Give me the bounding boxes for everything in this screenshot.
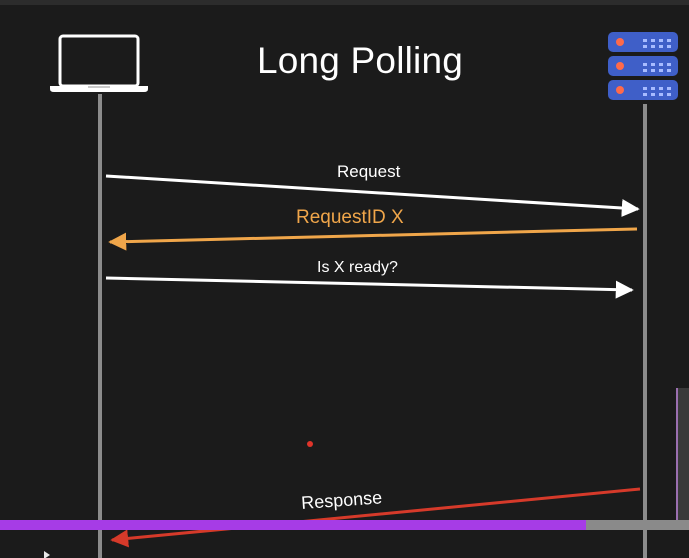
request-id-label: RequestID X <box>296 207 404 228</box>
request-label: Request <box>337 162 401 181</box>
request-arrow <box>105 174 640 217</box>
pointer-dot <box>307 441 313 447</box>
response-arrow <box>110 487 641 548</box>
laptop-icon <box>50 34 148 92</box>
side-panel-edge <box>676 388 689 520</box>
video-progress-fill <box>0 520 586 530</box>
top-strip <box>0 0 689 5</box>
mouse-cursor-icon <box>44 551 50 558</box>
server-rack-icon <box>608 32 678 100</box>
video-progress-bar[interactable] <box>0 520 689 530</box>
request-id-arrow <box>108 227 638 251</box>
diagram-title: Long Polling <box>256 40 464 81</box>
is-ready-label: Is X ready? <box>317 259 398 276</box>
is-ready-arrow <box>105 276 634 299</box>
